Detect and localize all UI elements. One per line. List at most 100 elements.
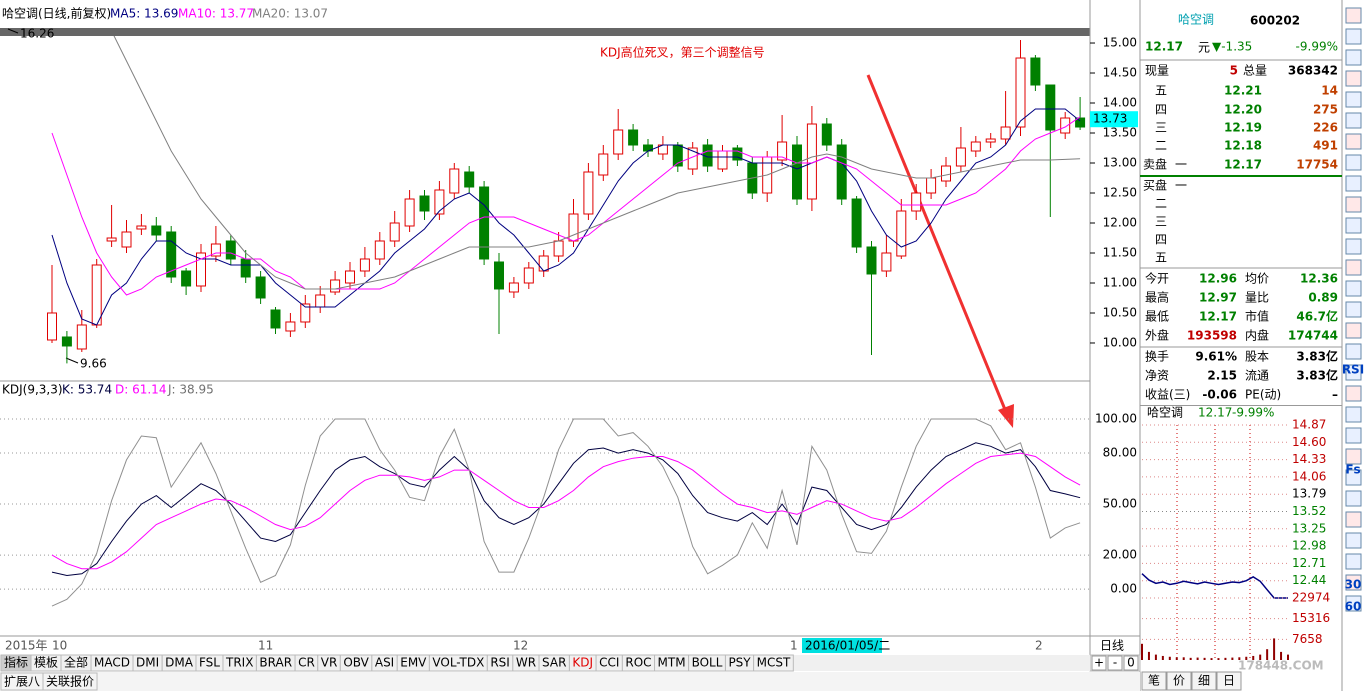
- candle-body: [330, 279, 341, 293]
- zoom-button[interactable]: [1107, 655, 1123, 671]
- bottom-tab[interactable]: [1141, 671, 1167, 691]
- sidebar-icon[interactable]: [1345, 301, 1362, 318]
- bottom-tab-label[interactable]: 价: [1173, 674, 1185, 688]
- zoom-button[interactable]: [1123, 655, 1139, 671]
- volume-bar: [1252, 655, 1255, 660]
- stat-label: 内盘: [1245, 328, 1269, 343]
- sidebar-icon[interactable]: [1345, 511, 1362, 528]
- sidebar-icon[interactable]: [1345, 91, 1362, 108]
- sidebar-icon[interactable]: [1345, 595, 1362, 612]
- sidebar-icon[interactable]: [1345, 448, 1362, 465]
- sidebar-icon[interactable]: [1345, 574, 1362, 591]
- sidebar-icon[interactable]: [1345, 49, 1362, 66]
- zoom-label[interactable]: -: [1113, 656, 1117, 670]
- arrow: [866, 74, 1008, 413]
- tab-label[interactable]: TRIX: [225, 656, 253, 670]
- sidebar-icon[interactable]: [1345, 196, 1362, 213]
- stat-value: 12.36: [1300, 272, 1338, 286]
- sidebar-icon[interactable]: [1345, 280, 1362, 297]
- bottom-tab-label[interactable]: 笔: [1148, 673, 1160, 688]
- tab[interactable]: [753, 654, 794, 672]
- sidebar-icon[interactable]: [1345, 28, 1362, 45]
- bottom-tab-label[interactable]: 细: [1198, 674, 1210, 688]
- sidebar-label[interactable]: 60: [1345, 600, 1362, 614]
- tab-label[interactable]: RSI: [490, 656, 510, 670]
- sidebar-icon[interactable]: [1345, 343, 1362, 360]
- mini-title: 哈空调: [1147, 406, 1183, 420]
- sidebar-icon[interactable]: [1345, 406, 1362, 423]
- tab-label[interactable]: PSY: [728, 656, 751, 670]
- extra-tab[interactable]: [42, 672, 98, 691]
- last-price-label: 13.73: [1093, 112, 1127, 126]
- tab-label[interactable]: CR: [298, 656, 315, 670]
- sidebar-label[interactable]: Fs: [1345, 463, 1360, 477]
- tab-label[interactable]: KDJ: [572, 656, 593, 670]
- tab-label[interactable]: MACD: [94, 656, 130, 670]
- sidebar-icon[interactable]: [1345, 427, 1362, 444]
- tab-label[interactable]: VOL-TDX: [432, 656, 484, 670]
- stat-value: 46.7亿: [1296, 309, 1338, 324]
- sidebar-icon[interactable]: [1345, 112, 1362, 129]
- sidebar-icon[interactable]: [1345, 553, 1362, 570]
- tab-label[interactable]: 指标: [4, 655, 28, 670]
- extra-label[interactable]: 关联报价: [46, 674, 94, 689]
- tab-label[interactable]: WR: [516, 656, 536, 670]
- tab-label[interactable]: DMA: [165, 656, 194, 670]
- zoom-button[interactable]: [1091, 655, 1107, 671]
- sidebar-icon[interactable]: [1345, 154, 1362, 171]
- zoom-label[interactable]: +: [1094, 656, 1104, 670]
- candle-body: [941, 165, 951, 182]
- candle-body: [866, 246, 877, 275]
- sidebar-label[interactable]: RSI: [1342, 363, 1364, 377]
- stat-label: 股本: [1245, 350, 1269, 364]
- tab-label[interactable]: SAR: [542, 656, 566, 670]
- tab-label[interactable]: 模板: [34, 656, 58, 670]
- extra-label[interactable]: 扩展八: [4, 675, 40, 689]
- sidebar-icon[interactable]: [1345, 70, 1362, 87]
- candle-body: [196, 252, 206, 287]
- tab-label[interactable]: CCI: [599, 656, 619, 670]
- bid-level: 五: [1155, 251, 1167, 265]
- tab-label[interactable]: DMI: [136, 656, 159, 670]
- sidebar-icon[interactable]: [1345, 259, 1362, 276]
- tab-label[interactable]: MCST: [757, 656, 791, 670]
- sidebar-icon[interactable]: [1345, 385, 1362, 402]
- price-line: [1141, 573, 1288, 599]
- tab-label[interactable]: ASI: [375, 656, 394, 670]
- sidebar-icon[interactable]: [1345, 217, 1362, 234]
- tab-label[interactable]: VR: [321, 656, 338, 670]
- last-price-box: [1090, 111, 1138, 128]
- tab-label[interactable]: OBV: [343, 656, 369, 670]
- tab-label[interactable]: BRAR: [259, 656, 292, 670]
- sidebar-icon[interactable]: [1345, 490, 1362, 507]
- stat-value: –: [1332, 388, 1338, 402]
- volume-bar: [1238, 657, 1241, 660]
- bottom-tab-label[interactable]: 日: [1223, 674, 1235, 688]
- volume-bar: [1175, 657, 1178, 660]
- sidebar-icon[interactable]: [1345, 7, 1362, 24]
- bottom-tab[interactable]: [1191, 671, 1217, 691]
- y-tick-label: 14.87: [1292, 418, 1326, 432]
- tab-label[interactable]: 全部: [64, 655, 88, 670]
- sidebar-icon[interactable]: [1345, 469, 1362, 486]
- sidebar-icon[interactable]: [1345, 322, 1362, 339]
- stat-value: 2.15: [1207, 369, 1237, 383]
- tab-label[interactable]: EMV: [400, 656, 427, 670]
- tab-label[interactable]: BOLL: [692, 656, 723, 670]
- bottom-tab[interactable]: [1216, 671, 1242, 691]
- sidebar-icon[interactable]: [1345, 175, 1362, 192]
- y-tick-label: 13.50: [1103, 126, 1137, 140]
- candle-body: [821, 123, 832, 146]
- sidebar-icon[interactable]: [1345, 364, 1362, 381]
- sidebar-label[interactable]: 30: [1345, 578, 1362, 592]
- tab-label[interactable]: ROC: [625, 656, 651, 670]
- tab-label[interactable]: FSL: [199, 656, 220, 670]
- zoom-label[interactable]: 0: [1127, 656, 1135, 670]
- tab-label[interactable]: MTM: [658, 656, 686, 670]
- sidebar-icon[interactable]: [1345, 133, 1362, 150]
- sidebar-icon[interactable]: [1345, 238, 1362, 255]
- bottom-tab[interactable]: [1166, 671, 1192, 691]
- candle-body: [315, 294, 326, 308]
- ask-price: 12.17: [1224, 158, 1262, 172]
- sidebar-icon[interactable]: [1345, 532, 1362, 549]
